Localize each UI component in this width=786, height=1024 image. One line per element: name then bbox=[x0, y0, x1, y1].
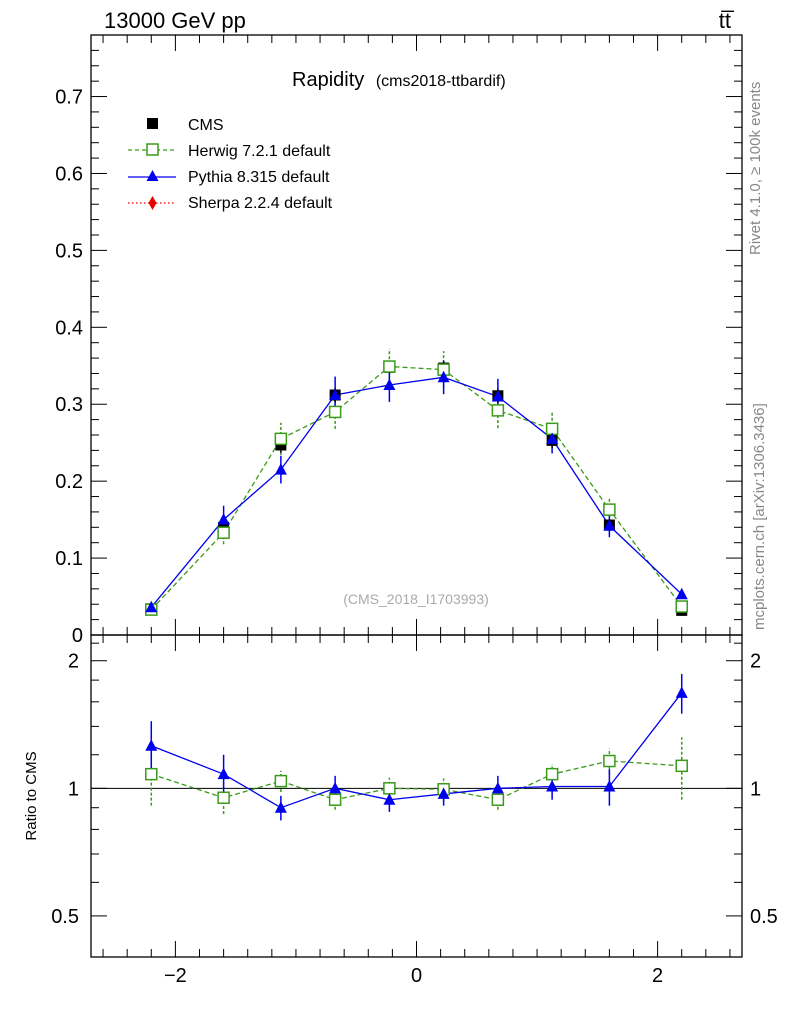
pythia-ratio-point bbox=[217, 767, 230, 780]
pythia-main-point bbox=[145, 600, 158, 613]
legend-herwig-marker bbox=[146, 143, 159, 156]
herwig-main-point bbox=[274, 432, 288, 446]
ratio-ytick-label-right: 2 bbox=[750, 651, 761, 673]
ratio-ytick-label: 2 bbox=[68, 651, 79, 673]
pythia-ratio-point bbox=[383, 793, 396, 805]
pythia-ratio-point bbox=[329, 781, 342, 794]
pythia-ratio-point bbox=[675, 686, 688, 698]
legend: CMS Herwig 7.2.1 default Pythia 8.315 de… bbox=[128, 117, 333, 212]
herwig-main-point bbox=[383, 360, 396, 373]
main-ytick-label: 0.4 bbox=[55, 317, 83, 339]
herwig-main-point bbox=[217, 526, 230, 539]
pythia-ratio-line bbox=[151, 692, 683, 809]
pythia-ratio-point bbox=[603, 779, 616, 792]
herwig-ratio-point bbox=[274, 774, 288, 788]
pythia-ratio-point bbox=[437, 787, 450, 799]
main-ytick-label: 0.6 bbox=[55, 163, 83, 185]
pythia-main-point bbox=[603, 519, 616, 531]
ratio-ytick-label-right: 1 bbox=[750, 778, 761, 800]
herwig-ratio-line bbox=[151, 760, 682, 801]
rivet-label: Rivet 4.1.0, ≥ 100k events bbox=[747, 82, 764, 255]
pythia-main-point bbox=[675, 587, 688, 600]
main-ytick-label: 0.5 bbox=[55, 240, 83, 262]
legend-sherpa-marker bbox=[148, 196, 157, 210]
herwig-main-point bbox=[603, 503, 616, 516]
pythia-ratio-point bbox=[145, 739, 158, 751]
legend-herwig-label: Herwig 7.2.1 default bbox=[188, 143, 331, 160]
legend-pythia-marker bbox=[146, 170, 159, 181]
herwig-ratio-point bbox=[603, 754, 616, 768]
herwig-ratio-point bbox=[383, 782, 396, 795]
legend-cms-marker bbox=[147, 118, 158, 129]
herwig-ratio-point bbox=[145, 767, 158, 781]
ratio-xtick-label: −2 bbox=[164, 965, 187, 987]
ratio-xtick-label: 0 bbox=[411, 965, 422, 987]
pythia-main-point bbox=[491, 390, 504, 402]
herwig-ratio-point bbox=[217, 791, 230, 805]
ratio-xtick-label: 2 bbox=[652, 965, 663, 987]
ratio-ylabel: Ratio to CMS bbox=[23, 751, 40, 840]
pythia-ratio-point bbox=[491, 781, 504, 794]
analysis-watermark: (CMS_2018_I1703993) bbox=[343, 591, 489, 607]
pythia-main-point bbox=[217, 513, 230, 525]
plot-title-sub: (cms2018-ttbardif) bbox=[376, 73, 506, 90]
chart-layer: 0 0.1 0.2 0.3 0.4 0.5 0.6 0.7 −2 0 2 0.5 0.5 1 1 2 2 bbox=[51, 35, 778, 987]
herwig-ratio-point bbox=[675, 759, 688, 773]
pythia-main-point bbox=[329, 388, 342, 400]
pythia-ratio-point bbox=[546, 779, 559, 792]
main-ytick-label: 0.1 bbox=[55, 548, 83, 570]
ratio-ytick-label: 0.5 bbox=[51, 906, 79, 928]
herwig-ratio-point bbox=[491, 793, 505, 806]
main-ytick-label: 0.7 bbox=[55, 87, 83, 109]
main-ytick-label: 0 bbox=[72, 625, 83, 647]
herwig-main-line bbox=[150, 365, 683, 611]
pythia-main-point bbox=[437, 370, 450, 383]
herwig-main-point bbox=[328, 405, 342, 419]
herwig-ratio-point bbox=[545, 767, 559, 781]
ratio-panel-frame bbox=[90, 634, 743, 958]
herwig-ratio-point bbox=[328, 793, 342, 806]
header-left: 13000 GeV pp bbox=[104, 8, 246, 33]
legend-cms-label: CMS bbox=[188, 117, 224, 134]
herwig-main-point bbox=[491, 404, 505, 417]
mcplots-label: mcplots.cern.ch [arXiv:1306.3436] bbox=[751, 403, 768, 630]
pythia-main-point bbox=[274, 463, 287, 475]
ratio-ytick-label-right: 0.5 bbox=[750, 906, 778, 928]
herwig-main-point bbox=[675, 600, 688, 613]
main-ytick-label: 0.2 bbox=[55, 471, 83, 493]
ratio-ytick-label: 1 bbox=[68, 778, 79, 800]
pythia-main-point bbox=[383, 378, 396, 390]
pythia-main-point bbox=[546, 432, 559, 444]
main-ytick-label: 0.3 bbox=[55, 394, 83, 416]
pythia-main-line bbox=[150, 376, 683, 608]
legend-pythia-label: Pythia 8.315 default bbox=[188, 169, 330, 186]
plot-title-main: Rapidity bbox=[292, 69, 364, 91]
pythia-ratio-point bbox=[274, 801, 287, 813]
legend-sherpa-label: Sherpa 2.2.4 default bbox=[188, 195, 333, 212]
header-right: tt̅ bbox=[719, 8, 735, 33]
plot-title: Rapidity (cms2018-ttbardif) bbox=[292, 69, 506, 91]
